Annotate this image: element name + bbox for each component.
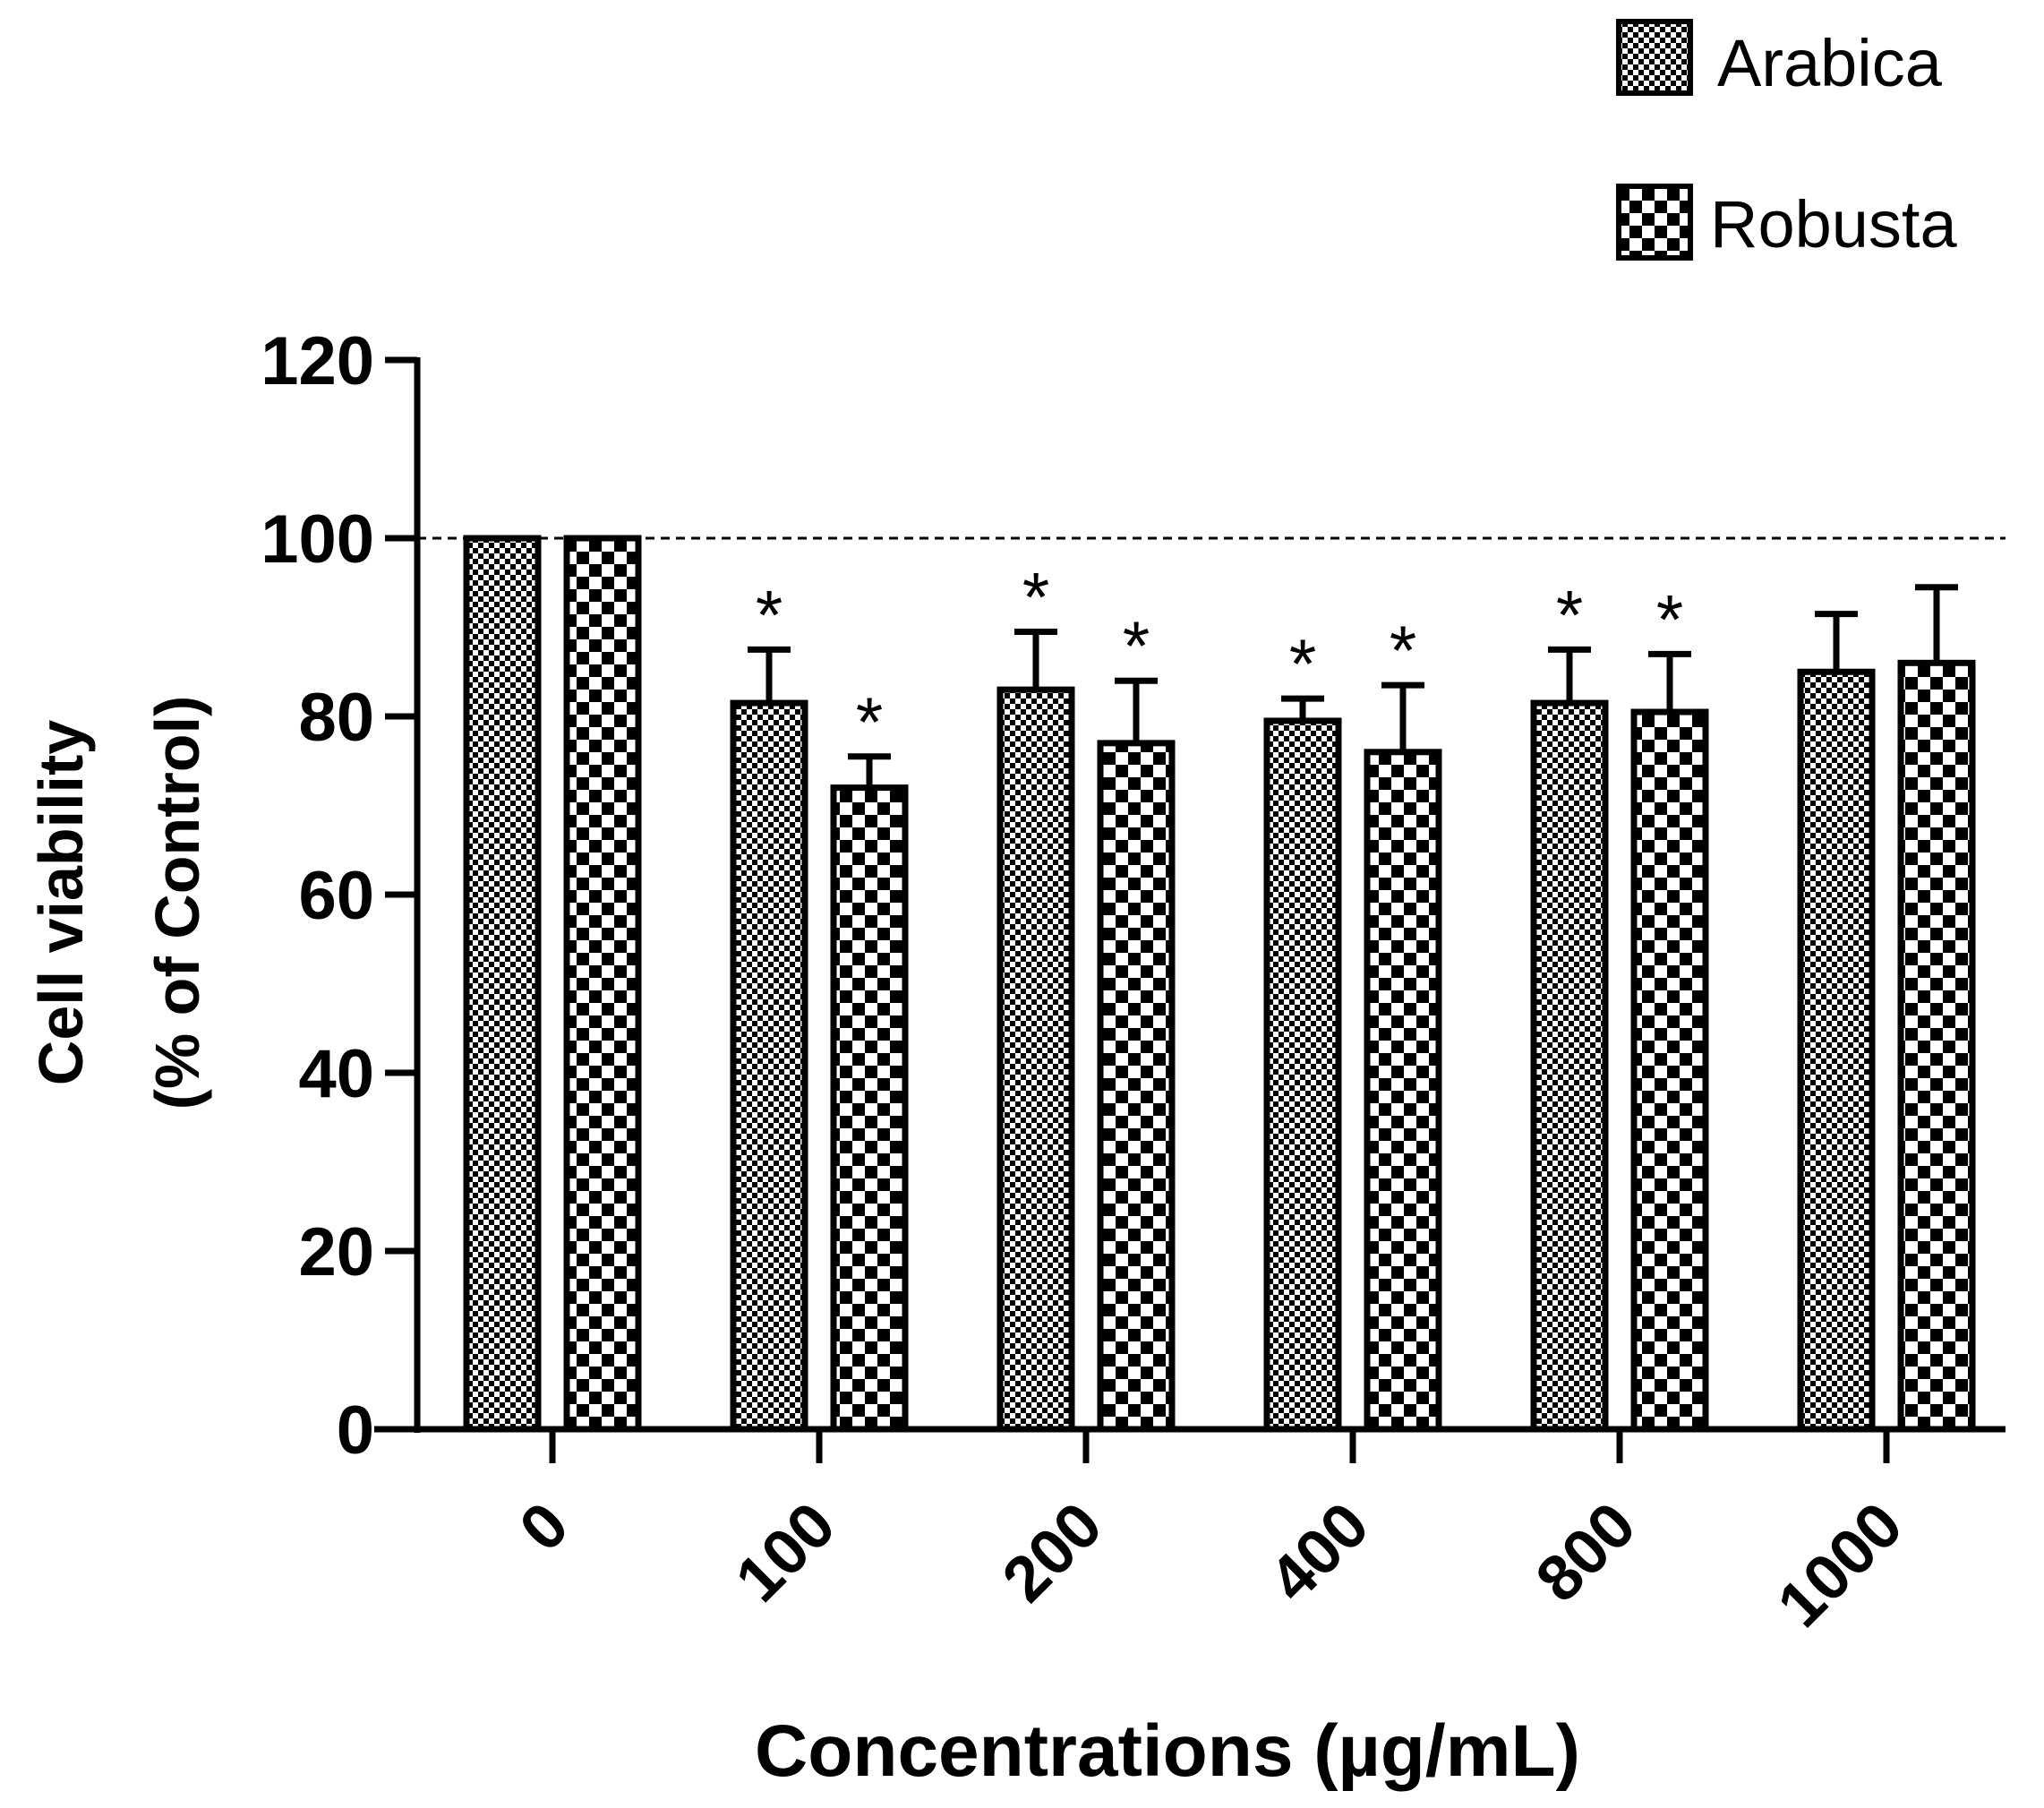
significance-marker: * [1022,557,1049,636]
x-tick-label: 200 [989,1489,1116,1616]
legend-label-robusta: Robusta [1710,187,1957,261]
bar-robusta [830,784,909,1433]
legend-item-robusta: Robusta [1616,184,1957,261]
bar-arabica [1263,717,1342,1433]
significance-marker: * [856,682,883,761]
bar-robusta [1097,740,1176,1433]
significance-marker: * [1656,579,1683,658]
x-tick-label: 400 [1256,1489,1383,1616]
y-axis-label-line1: Cell viability [26,720,96,1086]
significance-marker: * [1123,606,1150,685]
y-tick-label: 0 [337,1392,374,1469]
legend-swatch-arabica [1616,19,1693,96]
legend-item-arabica: Arabica [1616,19,1943,100]
y-axis-label: Cell viability (% of Control) [26,696,212,1110]
y-tick-label: 100 [261,501,374,578]
bar-arabica [1530,699,1609,1433]
x-tick-label: 0 [506,1489,582,1565]
y-tick-label: 20 [298,1214,374,1290]
significance-marker: * [756,575,783,654]
x-tick-label: 1000 [1764,1489,1916,1641]
x-axis-label: Concentrations (µg/mL) [755,1710,1580,1792]
significance-marker: * [1289,624,1316,703]
bar-arabica [1797,668,1876,1433]
y-tick-label: 40 [298,1036,374,1112]
bar-robusta [563,535,642,1433]
y-tick-label: 60 [298,858,374,934]
significance-marker: * [1390,611,1416,690]
bar-arabica [730,699,808,1433]
bar-arabica [996,686,1075,1433]
bar-robusta [1364,749,1442,1433]
legend-swatch-robusta [1616,184,1693,261]
bar-robusta [1630,708,1709,1433]
y-tick-label: 120 [261,323,374,399]
x-tick-label: 100 [723,1489,850,1616]
y-tick-label: 80 [298,680,374,756]
bar-arabica [463,535,542,1433]
y-axis-label-line2: (% of Control) [142,696,212,1110]
y-axis-ticks: 0 20 40 60 80 100 120 [261,323,417,1469]
x-axis-ticks: 0 100 200 400 800 1000 [506,1429,1916,1641]
legend-label-arabica: Arabica [1717,26,1943,100]
legend: Arabica Robusta [1616,19,1957,261]
x-tick-label: 800 [1523,1489,1650,1616]
bars: * * * * * * * * [463,535,1976,1433]
significance-marker: * [1556,575,1583,654]
bar-robusta [1897,659,1976,1433]
